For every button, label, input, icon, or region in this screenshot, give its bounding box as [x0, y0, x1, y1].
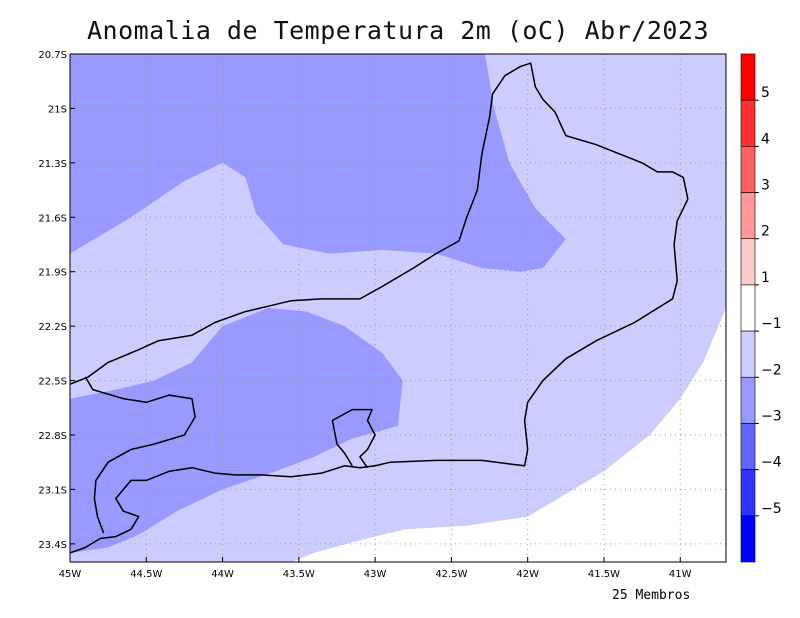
state-border-southwest	[84, 376, 196, 534]
y-tick-label: 20.7S	[38, 50, 67, 61]
colorbar-label: −4	[761, 455, 782, 471]
colorbar-label: −1	[761, 316, 782, 332]
coastline	[69, 198, 689, 554]
colorbar-swatch	[740, 423, 756, 470]
x-tick-label: 42.5W	[435, 569, 467, 580]
y-tick-label: 23.1S	[38, 485, 67, 496]
colorbar-label: 4	[761, 131, 770, 147]
southeast-band-anomaly	[291, 308, 726, 562]
y-tick-label: 23.4S	[38, 540, 67, 551]
colorbar-label: −3	[761, 408, 782, 424]
y-tick-label: 22.2S	[38, 322, 67, 333]
x-tick-label: 42W	[516, 569, 539, 580]
colorbar-swatch	[740, 330, 756, 378]
colorbar-label: 3	[761, 178, 770, 194]
colorbar-swatch	[740, 146, 756, 193]
y-tick-label: 22.8S	[38, 431, 67, 442]
colorbar-swatch	[740, 192, 756, 240]
x-tick-label: 44W	[211, 569, 234, 580]
state-border-line	[69, 62, 689, 385]
y-tick-label: 21.9S	[38, 268, 67, 279]
y-tick-label: 22.5S	[38, 377, 67, 388]
members-label: 25 Membros	[612, 588, 691, 603]
colorbar-label: 5	[761, 85, 770, 101]
x-tick-label: 43W	[364, 569, 387, 580]
x-tick-label: 45W	[59, 569, 82, 580]
y-tick-label: 21.3S	[38, 159, 67, 170]
y-tick-label: 21S	[48, 104, 67, 115]
x-tick-label: 43.5W	[283, 569, 315, 580]
guanabara-bay-outline	[331, 408, 376, 469]
colorbar-swatch	[740, 53, 756, 101]
map-frame	[69, 53, 727, 563]
colorbar-swatch	[740, 238, 756, 286]
north-band-anomaly	[70, 54, 566, 272]
colorbar-swatch	[740, 469, 756, 517]
y-tick-label: 21.6S	[38, 213, 67, 224]
x-tick-label: 41W	[669, 569, 692, 580]
colorbar-label: 2	[761, 224, 770, 240]
colorbar-swatch	[740, 99, 756, 147]
colorbar-label: 1	[761, 270, 770, 286]
colorbar-swatch	[740, 376, 756, 424]
colorbar-swatch	[740, 515, 756, 563]
x-tick-label: 44.5W	[130, 569, 162, 580]
southwest-band-anomaly	[70, 308, 403, 553]
colorbar-swatch	[740, 284, 756, 332]
colorbar-label: −5	[761, 501, 782, 517]
map-title: Anomalia de Temperatura 2m (oC) Abr/2023	[86, 16, 710, 45]
x-tick-label: 41.5W	[588, 569, 620, 580]
colorbar-label: −2	[761, 362, 782, 378]
